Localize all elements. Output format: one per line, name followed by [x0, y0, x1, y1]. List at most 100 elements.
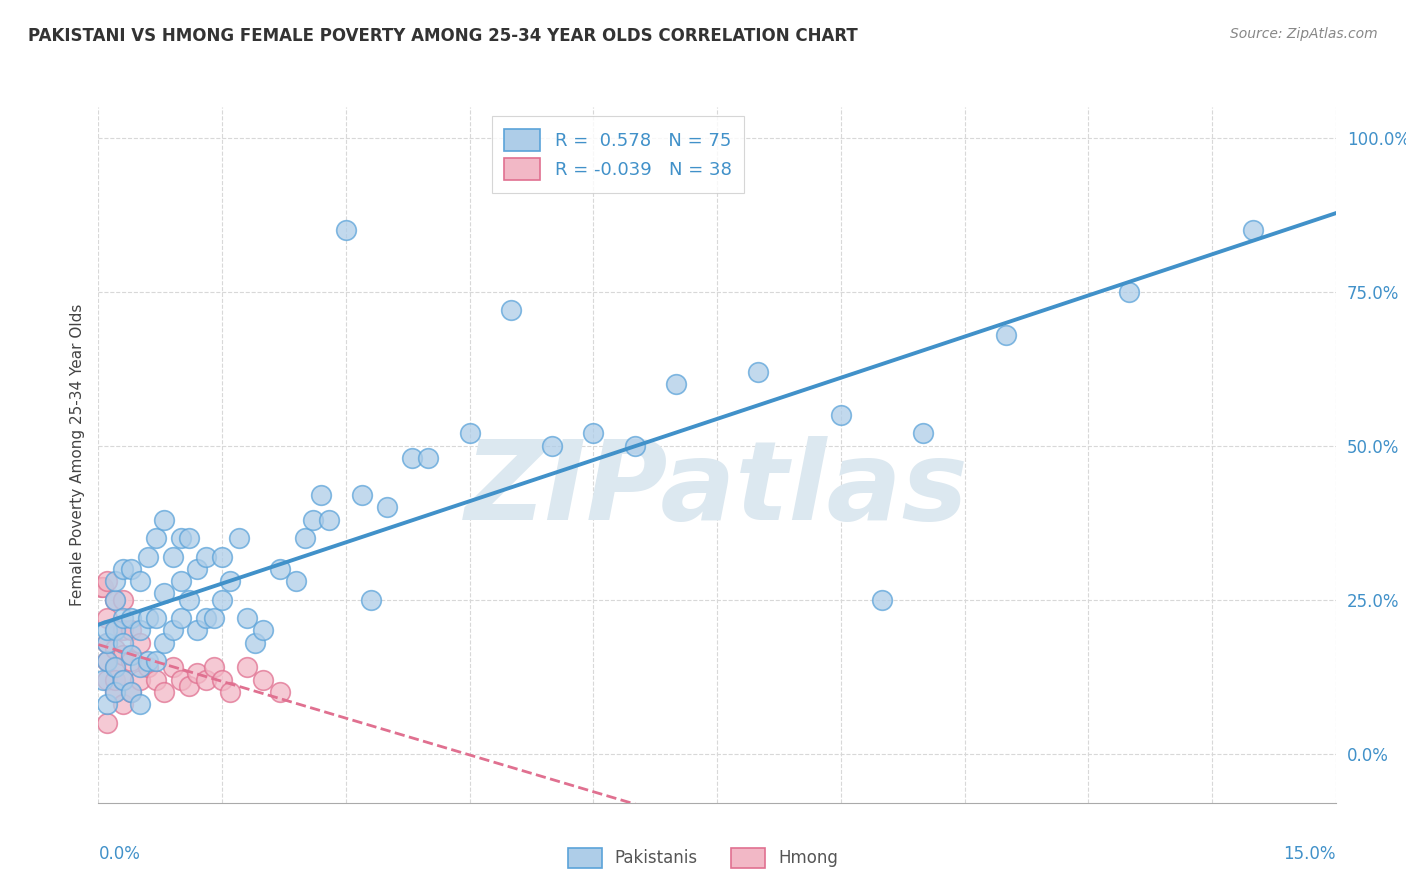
Point [202, 660, 225, 674]
Point [112, 592, 135, 607]
Point [236, 611, 259, 625]
Point [112, 636, 135, 650]
Point [104, 624, 127, 638]
Point [104, 592, 127, 607]
Point [243, 636, 266, 650]
Point [219, 574, 242, 589]
Point [128, 673, 150, 687]
Point [96, 673, 118, 687]
Point [145, 654, 167, 668]
Point [352, 488, 374, 502]
Point [91, 673, 114, 687]
Point [162, 549, 184, 564]
Point [162, 660, 184, 674]
Point [269, 562, 291, 576]
Point [112, 698, 135, 712]
Point [747, 365, 769, 379]
Point [120, 611, 142, 625]
Point [375, 500, 398, 515]
Point [104, 574, 127, 589]
Point [136, 660, 159, 674]
Point [360, 592, 382, 607]
Point [112, 673, 135, 687]
Point [104, 685, 127, 699]
Point [136, 611, 159, 625]
Point [153, 685, 176, 699]
Point [211, 549, 233, 564]
Point [104, 673, 127, 687]
Point [236, 660, 259, 674]
Text: Source: ZipAtlas.com: Source: ZipAtlas.com [1230, 27, 1378, 41]
Point [170, 531, 193, 545]
Point [112, 562, 135, 576]
Point [120, 685, 142, 699]
Point [120, 624, 142, 638]
Point [153, 636, 176, 650]
Point [458, 426, 481, 441]
Point [96, 574, 118, 589]
Text: ZIPatlas: ZIPatlas [465, 436, 969, 543]
Point [582, 426, 605, 441]
Point [104, 660, 127, 674]
Point [623, 439, 645, 453]
Point [91, 580, 114, 594]
Point [285, 574, 308, 589]
Point [120, 562, 142, 576]
Legend: Pakistanis, Hmong: Pakistanis, Hmong [561, 841, 845, 875]
Point [302, 512, 325, 526]
Point [96, 698, 118, 712]
Point [830, 408, 852, 422]
Point [112, 611, 135, 625]
Point [153, 586, 176, 600]
Point [202, 611, 225, 625]
Point [194, 673, 217, 687]
Point [96, 654, 118, 668]
Point [145, 673, 167, 687]
Point [186, 666, 208, 681]
Point [211, 673, 233, 687]
Point [228, 531, 250, 545]
Y-axis label: Female Poverty Among 25-34 Year Olds: Female Poverty Among 25-34 Year Olds [69, 304, 84, 606]
Point [665, 377, 688, 392]
Point [104, 641, 127, 656]
Point [252, 624, 274, 638]
Point [1118, 285, 1140, 299]
Point [401, 450, 423, 465]
Point [179, 531, 201, 545]
Point [219, 685, 242, 699]
Legend: R =  0.578   N = 75, R = -0.039   N = 38: R = 0.578 N = 75, R = -0.039 N = 38 [492, 116, 744, 193]
Point [112, 648, 135, 662]
Point [294, 531, 316, 545]
Point [96, 636, 118, 650]
Text: 0.0%: 0.0% [98, 845, 141, 863]
Point [170, 574, 193, 589]
Point [541, 439, 564, 453]
Text: PAKISTANI VS HMONG FEMALE POVERTY AMONG 25-34 YEAR OLDS CORRELATION CHART: PAKISTANI VS HMONG FEMALE POVERTY AMONG … [28, 27, 858, 45]
Point [104, 685, 127, 699]
Point [179, 592, 201, 607]
Point [120, 685, 142, 699]
Point [128, 636, 150, 650]
Point [128, 624, 150, 638]
Point [96, 654, 118, 668]
Point [128, 574, 150, 589]
Point [90, 580, 112, 594]
Point [309, 488, 332, 502]
Point [170, 611, 193, 625]
Point [269, 685, 291, 699]
Point [912, 426, 935, 441]
Point [994, 327, 1017, 342]
Point [136, 549, 159, 564]
Point [128, 698, 150, 712]
Point [162, 624, 184, 638]
Point [194, 611, 217, 625]
Text: 15.0%: 15.0% [1284, 845, 1336, 863]
Point [136, 654, 159, 668]
Point [1241, 223, 1264, 237]
Point [120, 648, 142, 662]
Point [112, 624, 135, 638]
Point [145, 531, 167, 545]
Point [128, 660, 150, 674]
Point [104, 592, 127, 607]
Point [194, 549, 217, 564]
